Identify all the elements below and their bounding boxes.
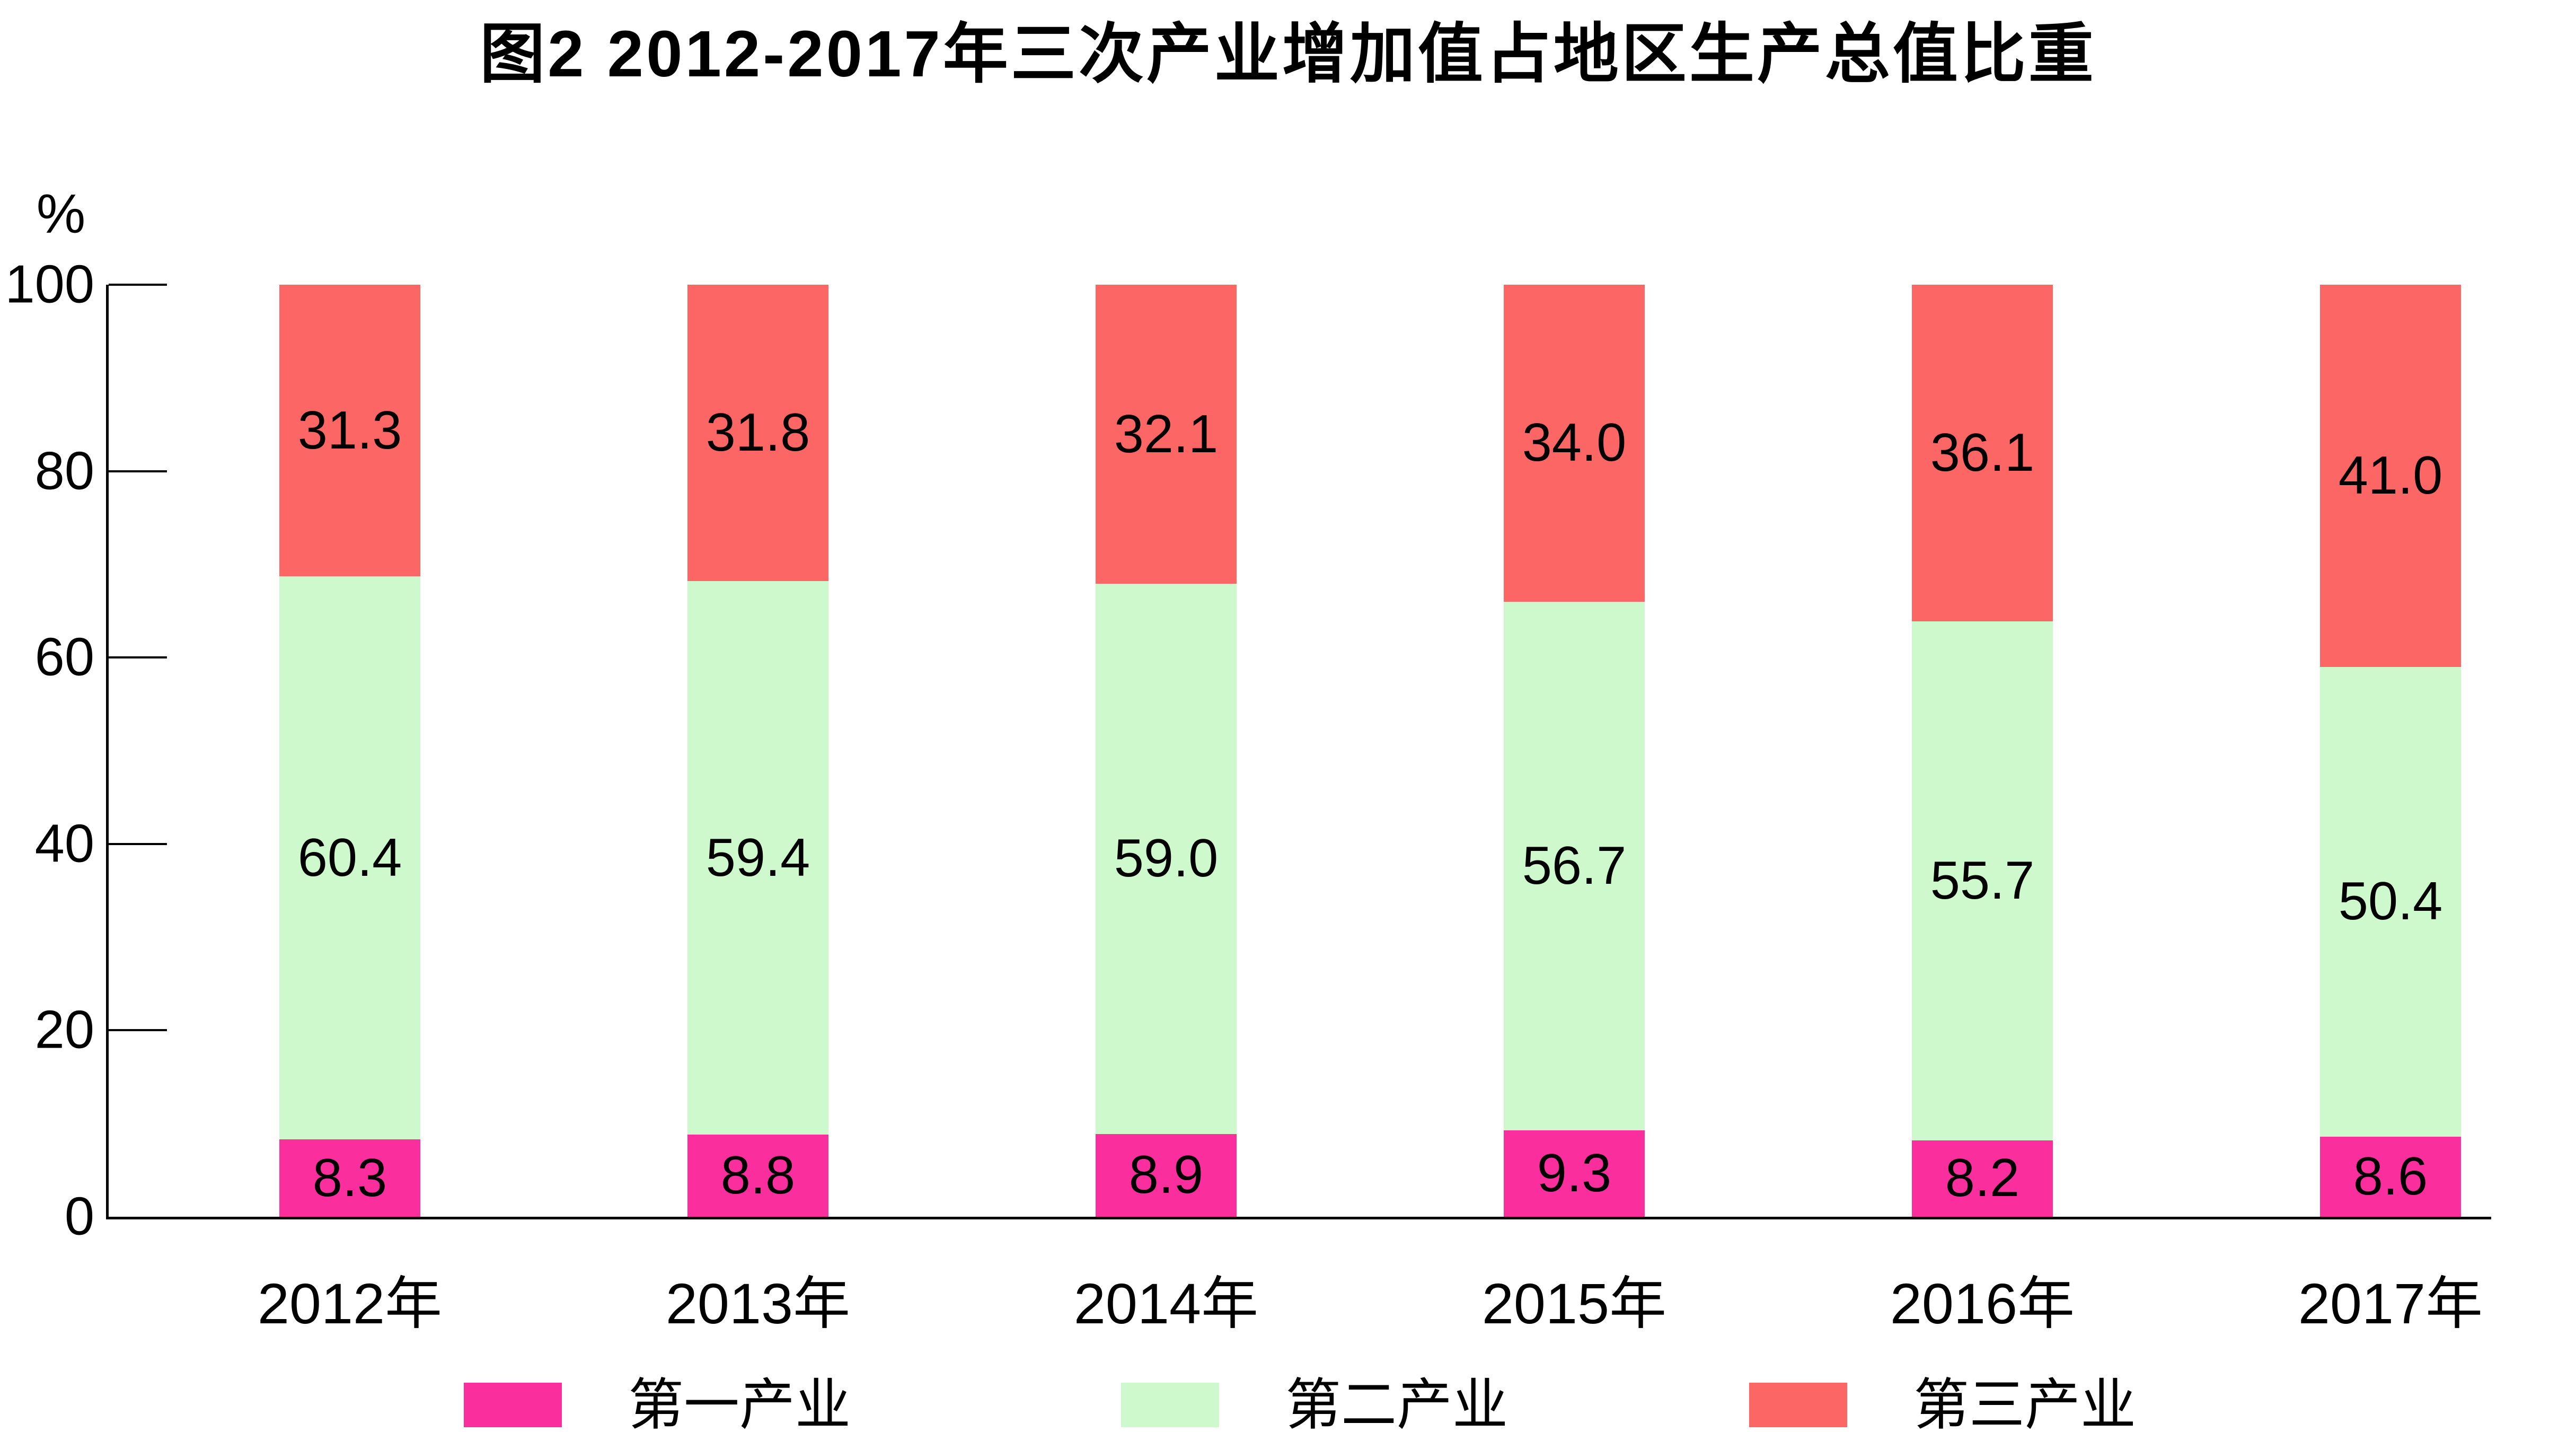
bar-column: 34.0 56.7 9.3	[1504, 285, 1645, 1217]
bar-segment-第三产业: 36.1	[1912, 285, 2053, 621]
y-tick-label: 20	[34, 1000, 94, 1060]
y-tick-label: 60	[34, 627, 94, 687]
legend-swatch	[464, 1383, 562, 1427]
bar-column: 31.3 60.4 8.3	[279, 285, 420, 1217]
bar-value-label: 56.7	[1522, 836, 1627, 895]
bar-segment-第一产业: 9.3	[1504, 1130, 1645, 1217]
bar-value-label: 59.4	[705, 828, 810, 888]
y-tick-label: 40	[34, 814, 94, 874]
y-axis-tick	[109, 1029, 167, 1032]
bar-segment-第二产业: 56.7	[1504, 601, 1645, 1130]
bar-segment-第一产业: 8.8	[687, 1135, 828, 1217]
bar-column: 36.1 55.7 8.2	[1912, 285, 2053, 1217]
bar-segment-第三产业: 34.0	[1504, 285, 1645, 602]
legend-swatch	[1749, 1383, 1847, 1427]
bar-segment-第三产业: 31.8	[687, 285, 828, 582]
bar-value-label: 32.1	[1114, 404, 1219, 464]
bar-segment-第一产业: 8.3	[279, 1139, 420, 1217]
y-axis-tick	[109, 470, 167, 472]
bar-value-label: 60.4	[297, 828, 402, 888]
legend-label: 第三产业	[1913, 1374, 2137, 1432]
legend-item: 第一产业	[464, 1377, 851, 1432]
bar-segment-第二产业: 59.4	[687, 581, 828, 1135]
bar-value-label: 8.9	[1128, 1145, 1204, 1205]
y-axis-line	[106, 285, 109, 1218]
bar-value-label: 41.0	[2338, 445, 2443, 505]
bar-segment-第二产业: 55.7	[1912, 621, 2053, 1140]
bar-value-label: 50.4	[2338, 872, 2443, 932]
y-axis-tick	[109, 284, 167, 286]
bar-segment-第二产业: 50.4	[2320, 666, 2461, 1137]
bar-value-label: 8.8	[720, 1146, 796, 1206]
bar-value-label: 31.3	[297, 400, 402, 460]
legend-swatch	[1121, 1383, 1219, 1427]
bar-segment-第三产业: 32.1	[1096, 285, 1237, 584]
x-tick-label: 2014年	[1073, 1271, 1259, 1336]
legend-label: 第一产业	[628, 1374, 851, 1432]
bar-column: 32.1 59.0 8.9	[1096, 285, 1237, 1217]
bar-segment-第三产业: 31.3	[279, 285, 420, 577]
y-axis-tick	[109, 842, 167, 845]
legend-item: 第二产业	[1121, 1377, 1508, 1432]
bar-column: 41.0 50.4 8.6	[2320, 285, 2461, 1217]
bar-value-label: 8.2	[1945, 1148, 2020, 1208]
y-axis-unit-label: %	[36, 183, 86, 245]
x-tick-label: 2013年	[665, 1271, 851, 1336]
bar-value-label: 59.0	[1114, 829, 1219, 889]
y-axis-tick	[109, 656, 167, 659]
bar-value-label: 55.7	[1930, 850, 2035, 910]
chart-title: 图2 2012-2017年三次产业增加值占地区生产总值比重	[480, 18, 2096, 91]
x-axis-line	[106, 1217, 2491, 1219]
bar-segment-第三产业: 41.0	[2320, 285, 2461, 667]
x-tick-label: 2015年	[1481, 1271, 1667, 1336]
legend-item: 第三产业	[1749, 1377, 2136, 1432]
bar-value-label: 9.3	[1537, 1143, 1612, 1203]
bar-segment-第一产业: 8.2	[1912, 1140, 2053, 1217]
bar-value-label: 8.3	[312, 1148, 387, 1208]
bar-value-label: 34.0	[1522, 413, 1627, 473]
legend-label: 第二产业	[1285, 1374, 1508, 1432]
y-tick-label: 0	[64, 1187, 94, 1246]
bar-value-label: 8.6	[2353, 1146, 2428, 1206]
y-tick-label: 100	[5, 254, 94, 314]
x-tick-label: 2012年	[257, 1271, 443, 1336]
bar-segment-第二产业: 59.0	[1096, 584, 1237, 1134]
bar-value-label: 36.1	[1930, 423, 2035, 482]
bar-column: 31.8 59.4 8.8	[687, 285, 828, 1217]
bar-segment-第一产业: 8.9	[1096, 1134, 1237, 1217]
bar-value-label: 31.8	[705, 403, 810, 463]
bar-segment-第一产业: 8.6	[2320, 1136, 2461, 1217]
x-tick-label: 2017年	[2298, 1271, 2483, 1336]
y-tick-label: 80	[34, 441, 94, 501]
x-tick-label: 2016年	[1890, 1271, 2075, 1336]
bar-segment-第二产业: 60.4	[279, 576, 420, 1140]
